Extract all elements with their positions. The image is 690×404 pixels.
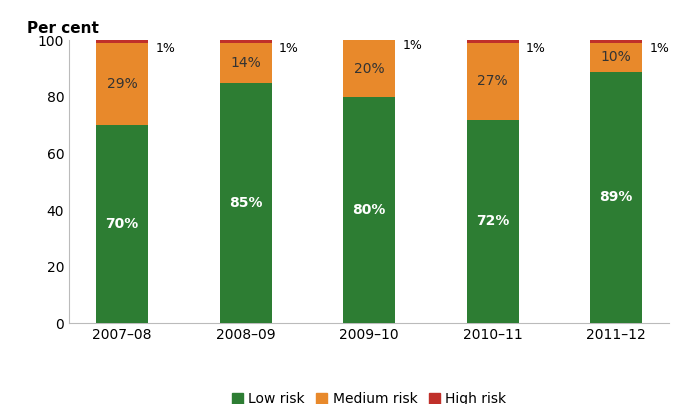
Legend: Low risk, Medium risk, High risk: Low risk, Medium risk, High risk [226, 387, 512, 404]
Bar [343, 38, 395, 40]
Bar [466, 40, 519, 43]
Bar [590, 72, 642, 323]
Bar [466, 43, 519, 120]
Bar [219, 40, 272, 43]
Text: 27%: 27% [477, 74, 508, 88]
Bar [219, 43, 272, 83]
Bar [343, 97, 395, 323]
Text: 85%: 85% [229, 196, 262, 210]
Text: 1%: 1% [526, 42, 546, 55]
Text: 1%: 1% [402, 39, 422, 52]
Text: 1%: 1% [155, 42, 175, 55]
Text: 20%: 20% [354, 62, 384, 76]
Text: 1%: 1% [649, 42, 669, 55]
Text: 70%: 70% [106, 217, 139, 231]
Text: 1%: 1% [279, 42, 299, 55]
Text: Per cent: Per cent [27, 21, 99, 36]
Bar [590, 43, 642, 72]
Bar [343, 40, 395, 97]
Bar [97, 125, 148, 323]
Bar [97, 43, 148, 125]
Text: 72%: 72% [476, 215, 509, 228]
Text: 10%: 10% [601, 50, 631, 64]
Text: 80%: 80% [353, 203, 386, 217]
Bar [590, 40, 642, 43]
Text: 14%: 14% [230, 56, 261, 70]
Text: 29%: 29% [107, 77, 137, 91]
Bar [219, 83, 272, 323]
Bar [466, 120, 519, 323]
Bar [97, 40, 148, 43]
Text: 89%: 89% [600, 190, 633, 204]
